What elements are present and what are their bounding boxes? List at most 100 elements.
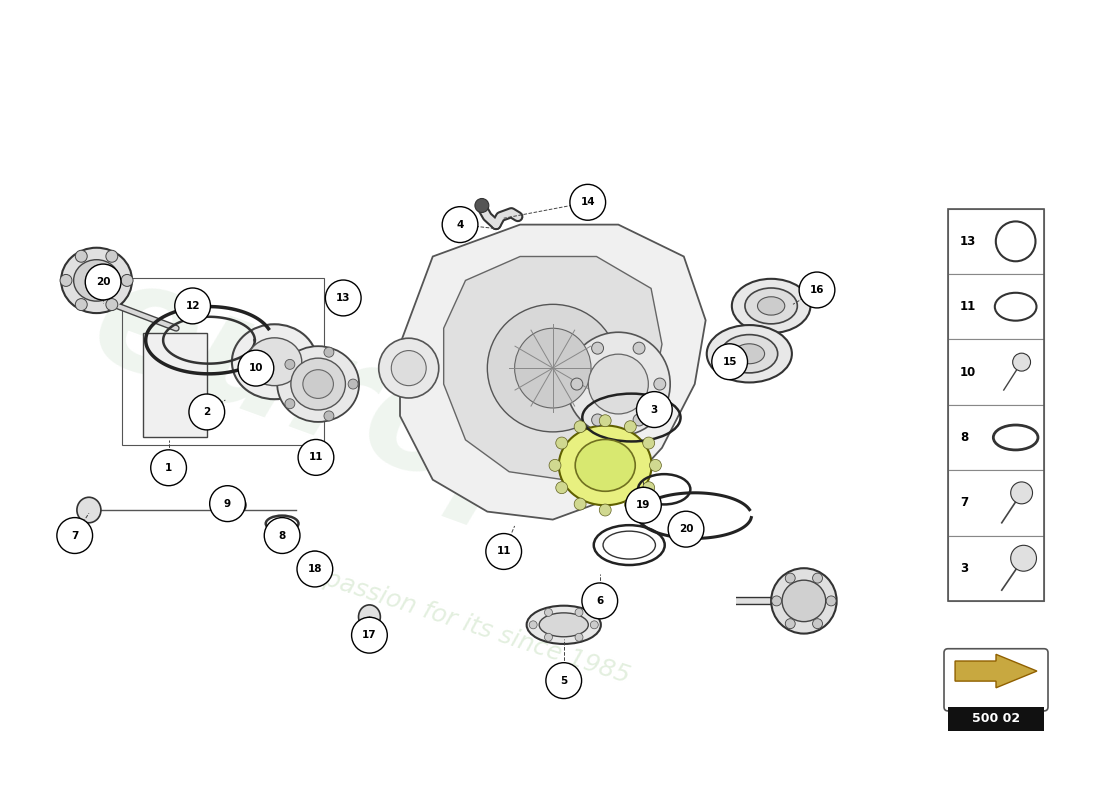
- Ellipse shape: [559, 426, 651, 506]
- Text: 11: 11: [309, 452, 323, 462]
- Polygon shape: [443, 257, 662, 480]
- Ellipse shape: [720, 334, 778, 373]
- Text: 3: 3: [960, 562, 968, 574]
- Circle shape: [442, 206, 477, 242]
- Circle shape: [57, 518, 92, 554]
- Circle shape: [529, 621, 537, 629]
- Ellipse shape: [359, 605, 381, 629]
- Circle shape: [570, 184, 606, 220]
- Ellipse shape: [575, 439, 635, 491]
- Ellipse shape: [290, 358, 345, 410]
- Circle shape: [549, 459, 561, 471]
- Text: 13: 13: [336, 293, 351, 303]
- Text: 11: 11: [496, 546, 512, 557]
- Ellipse shape: [304, 551, 326, 570]
- FancyBboxPatch shape: [948, 274, 1044, 339]
- Circle shape: [668, 511, 704, 547]
- Text: 11: 11: [960, 300, 976, 314]
- Ellipse shape: [745, 288, 798, 324]
- Ellipse shape: [302, 370, 333, 398]
- Circle shape: [625, 498, 636, 510]
- Circle shape: [634, 414, 645, 426]
- Circle shape: [546, 662, 582, 698]
- Ellipse shape: [62, 248, 132, 313]
- Text: 10: 10: [249, 363, 263, 373]
- Ellipse shape: [277, 346, 359, 422]
- FancyBboxPatch shape: [948, 339, 1044, 405]
- Ellipse shape: [232, 324, 317, 399]
- Text: 10: 10: [960, 366, 976, 378]
- Text: 14: 14: [581, 198, 595, 207]
- Circle shape: [475, 198, 488, 213]
- Circle shape: [106, 250, 118, 262]
- Text: 1: 1: [165, 462, 173, 473]
- FancyBboxPatch shape: [948, 707, 1044, 731]
- Ellipse shape: [487, 304, 618, 432]
- FancyBboxPatch shape: [944, 649, 1048, 711]
- Circle shape: [556, 437, 568, 449]
- Text: 2: 2: [204, 407, 210, 417]
- Circle shape: [264, 518, 300, 554]
- Polygon shape: [400, 225, 705, 519]
- Circle shape: [85, 264, 121, 300]
- Circle shape: [600, 504, 612, 516]
- Circle shape: [600, 414, 612, 426]
- Circle shape: [1011, 482, 1033, 504]
- Circle shape: [175, 288, 210, 324]
- Ellipse shape: [539, 613, 588, 637]
- Circle shape: [785, 573, 795, 583]
- Circle shape: [75, 298, 87, 310]
- Circle shape: [151, 450, 187, 486]
- Ellipse shape: [392, 350, 426, 386]
- Circle shape: [360, 618, 379, 637]
- Text: 16: 16: [810, 285, 824, 295]
- Ellipse shape: [782, 580, 826, 622]
- Ellipse shape: [588, 354, 648, 414]
- FancyBboxPatch shape: [948, 470, 1044, 535]
- Text: 5: 5: [560, 676, 568, 686]
- Text: 20: 20: [96, 277, 110, 287]
- Text: 7: 7: [72, 530, 78, 541]
- Ellipse shape: [732, 279, 811, 333]
- Circle shape: [771, 596, 782, 606]
- Ellipse shape: [706, 325, 792, 382]
- Circle shape: [352, 618, 387, 653]
- Circle shape: [1013, 353, 1031, 371]
- Text: 17: 17: [362, 630, 377, 640]
- Circle shape: [591, 621, 598, 629]
- Circle shape: [486, 534, 521, 570]
- Circle shape: [785, 618, 795, 629]
- Text: 15: 15: [723, 357, 737, 366]
- Text: 500 02: 500 02: [972, 712, 1020, 726]
- Text: 18: 18: [308, 564, 322, 574]
- Ellipse shape: [77, 498, 101, 522]
- Circle shape: [571, 378, 583, 390]
- Circle shape: [307, 561, 322, 577]
- Ellipse shape: [216, 507, 227, 514]
- Circle shape: [574, 421, 586, 433]
- Text: 8: 8: [960, 431, 968, 444]
- Circle shape: [626, 487, 661, 523]
- FancyBboxPatch shape: [948, 535, 1044, 601]
- Text: 20: 20: [679, 524, 693, 534]
- Circle shape: [582, 583, 617, 619]
- Ellipse shape: [527, 606, 601, 644]
- Ellipse shape: [515, 328, 591, 408]
- Circle shape: [826, 596, 836, 606]
- Circle shape: [60, 274, 72, 286]
- Ellipse shape: [378, 338, 439, 398]
- Circle shape: [653, 378, 666, 390]
- Circle shape: [813, 618, 823, 629]
- Text: 19: 19: [636, 500, 650, 510]
- Circle shape: [592, 342, 604, 354]
- Text: 4: 4: [456, 220, 464, 230]
- Text: europ: europ: [73, 244, 596, 556]
- Circle shape: [348, 379, 358, 389]
- Circle shape: [210, 486, 245, 522]
- Circle shape: [324, 347, 334, 357]
- Text: 12: 12: [186, 301, 200, 311]
- Text: 9: 9: [224, 498, 231, 509]
- Circle shape: [238, 350, 274, 386]
- Circle shape: [575, 609, 583, 616]
- Circle shape: [625, 421, 636, 433]
